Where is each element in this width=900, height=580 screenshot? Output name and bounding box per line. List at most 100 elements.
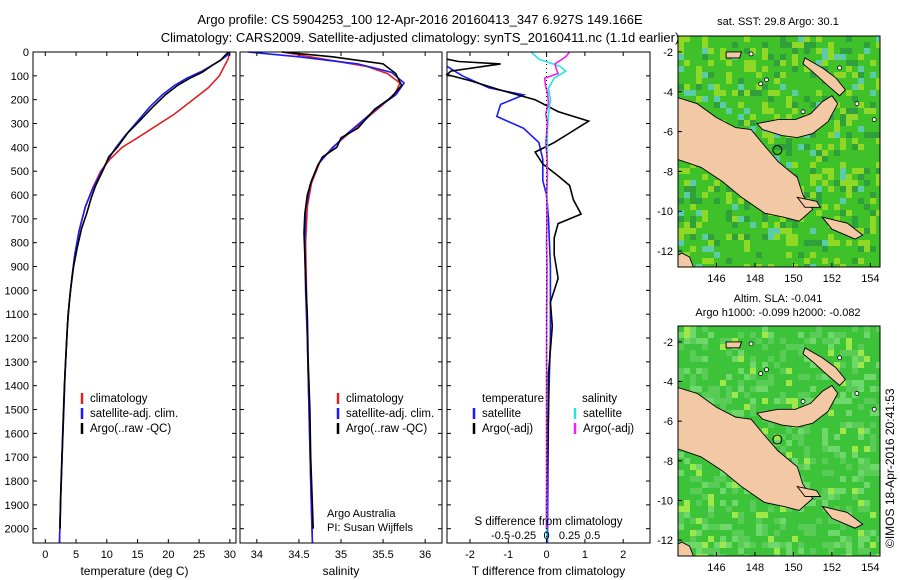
diff-xtick-label: -2 xyxy=(465,549,475,561)
map2-islet xyxy=(764,367,769,373)
map2-cell xyxy=(876,554,880,556)
map1-ytick-label: -2 xyxy=(663,47,673,59)
map1-cell xyxy=(810,132,816,138)
map1-cell xyxy=(780,42,786,48)
map1-cell xyxy=(768,96,774,102)
map2-cell xyxy=(786,344,792,350)
map1-cell xyxy=(846,60,852,66)
sal-series-1 xyxy=(281,51,401,544)
map2-cell xyxy=(840,362,846,368)
sal-legend-label: satellite-adj. clim. xyxy=(346,408,434,420)
map2-cell xyxy=(762,386,768,392)
map2-cell xyxy=(810,338,816,344)
map2-cell xyxy=(684,332,690,338)
map1-cell xyxy=(696,210,702,216)
map1-cell xyxy=(834,120,840,126)
depth-tick-label: 2000 xyxy=(5,524,29,536)
temp-legend-label: satellite-adj. clim. xyxy=(90,408,178,420)
map2-cell xyxy=(798,434,804,440)
map1-islet xyxy=(854,101,860,107)
map2-cell xyxy=(864,506,870,512)
map2-cell xyxy=(726,542,732,548)
map1-cell xyxy=(708,48,714,54)
map2-cell xyxy=(798,524,804,530)
map1-islet xyxy=(800,109,806,115)
map2-cell xyxy=(762,332,768,338)
map1-cell xyxy=(804,96,810,102)
map2-cell xyxy=(840,458,846,464)
map2-cell xyxy=(822,500,828,506)
map1-cell xyxy=(774,90,780,96)
diff-xtick-label: 1 xyxy=(582,549,588,561)
map2-cell xyxy=(678,368,684,374)
map2-land xyxy=(821,505,864,529)
map2-cell xyxy=(762,380,768,386)
map1-cell xyxy=(822,258,828,264)
map2-cell xyxy=(804,530,810,536)
map1-cell xyxy=(840,162,846,168)
map1-cell xyxy=(804,42,810,48)
map1-cell xyxy=(834,180,840,186)
map1-cell xyxy=(774,228,780,234)
map1-cell xyxy=(828,42,834,48)
map1-cell xyxy=(684,84,690,90)
map2-cell xyxy=(738,410,744,416)
map1-cell xyxy=(702,192,708,198)
map2-cell xyxy=(834,494,840,500)
map2-cell xyxy=(786,428,792,434)
map1-cell xyxy=(810,42,816,48)
map2-cell xyxy=(696,470,702,476)
map1-cell xyxy=(750,66,756,72)
map2-cell xyxy=(744,392,750,398)
map1-cell xyxy=(852,96,858,102)
map2-cell xyxy=(846,422,852,428)
map2-cell xyxy=(738,332,744,338)
map1-cell xyxy=(678,198,684,204)
map1-cell xyxy=(738,90,744,96)
map2-cell xyxy=(816,494,822,500)
map1-cell xyxy=(870,132,876,138)
map1-cell xyxy=(714,96,720,102)
map1-cell xyxy=(780,84,786,90)
map2-cell xyxy=(792,344,798,350)
map1-cell xyxy=(786,252,792,258)
depth-tick-label: 1900 xyxy=(5,500,29,512)
map1-xtick-label: 150 xyxy=(784,273,802,285)
map1-land xyxy=(796,196,822,208)
map2-cell xyxy=(828,470,834,476)
map2-islet xyxy=(748,341,754,347)
map2-cell xyxy=(744,542,750,548)
map2-cell xyxy=(822,338,828,344)
map1-cell xyxy=(852,138,858,144)
map2-cell xyxy=(828,332,834,338)
map1-cell xyxy=(702,234,708,240)
map2-cell xyxy=(708,482,714,488)
map2-cell xyxy=(864,446,870,452)
map1-ytick-label: -10 xyxy=(657,206,673,218)
diff-series-4 xyxy=(543,51,571,529)
map1-cell xyxy=(702,258,708,264)
map2-cell xyxy=(798,350,804,356)
map2-cell xyxy=(726,338,732,344)
map2-cell xyxy=(738,380,744,386)
map2-cell xyxy=(804,338,810,344)
map2-cell xyxy=(798,464,804,470)
temp-legend-label: climatology xyxy=(90,393,148,405)
map1-cell xyxy=(762,132,768,138)
map2-cell xyxy=(792,554,798,556)
map2-cell xyxy=(696,548,702,554)
map2-cell xyxy=(870,542,876,548)
map2-cell xyxy=(870,440,876,446)
map1-cell xyxy=(798,42,804,48)
map1-cell xyxy=(816,198,822,204)
map2-cell xyxy=(846,386,852,392)
map2-cell xyxy=(828,338,834,344)
map1-cell xyxy=(792,66,798,72)
map2-cell xyxy=(840,350,846,356)
map1-cell xyxy=(726,108,732,114)
map2-cell xyxy=(696,530,702,536)
map1-cell xyxy=(690,180,696,186)
map2-cell xyxy=(786,548,792,554)
map2-cell xyxy=(858,422,864,428)
map2-cell xyxy=(822,374,828,380)
